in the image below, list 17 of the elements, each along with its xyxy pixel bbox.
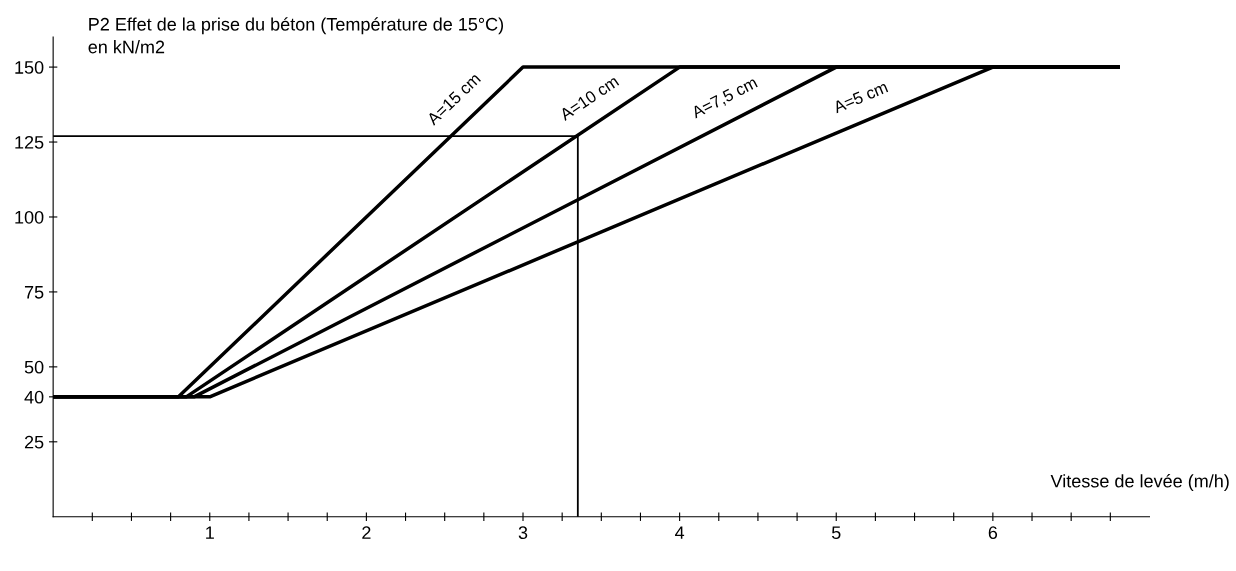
x-tick-label: 5 [831,526,841,540]
x-axis-title: Vitesse de levée (m/h) [1050,474,1229,492]
y-tick-label: 50 [24,360,44,374]
y-tick-label: 40 [24,390,44,404]
x-tick-label: 2 [362,526,371,539]
chart-title: P2 Effet de la prise du béton (Température de 15°C) [89,17,504,35]
y-tick-label: 75 [24,286,44,299]
x-tick-label: 4 [675,526,685,539]
y-tick-label: 25 [24,435,44,449]
y-tick-label: 150 [15,61,44,74]
text: A=5 cm [832,81,889,114]
x-tick-label: 1 [206,526,214,539]
x-tick-label: 6 [988,526,998,540]
y-tick-label: 100 [15,210,44,224]
y-axis-title: en kN/m2 [88,40,165,54]
x-tick-label: 3 [518,526,528,540]
y-tick-label: 125 [15,135,44,149]
